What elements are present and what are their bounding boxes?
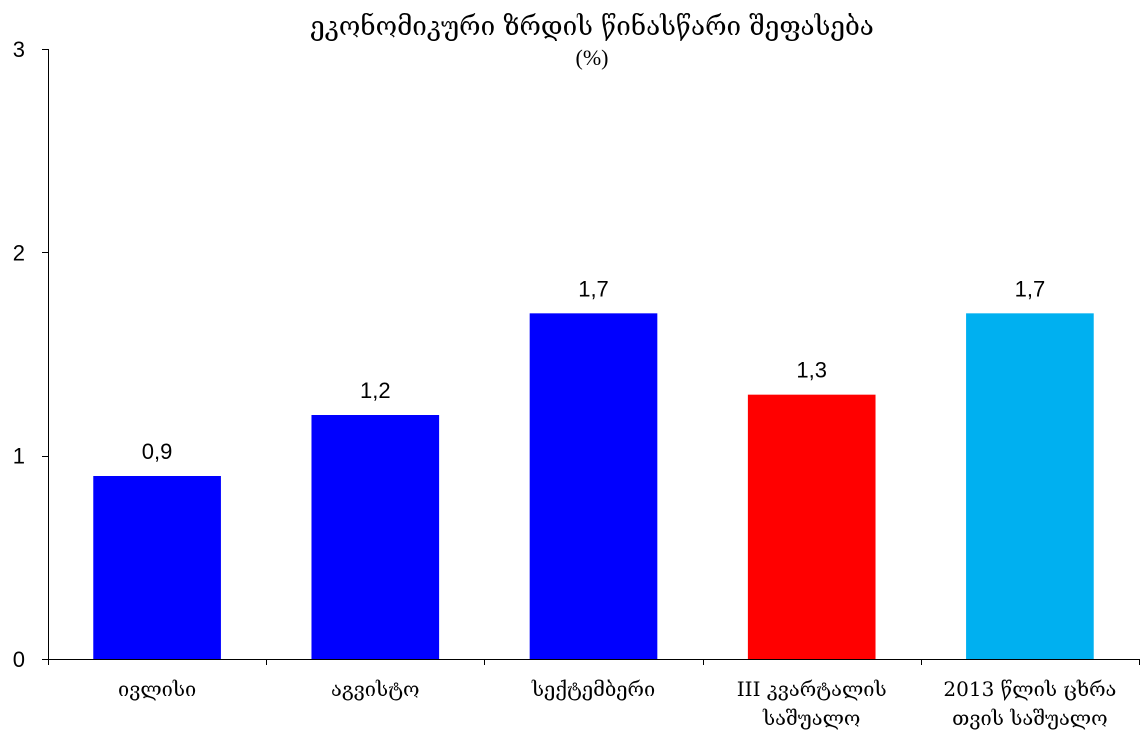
data-label: 1,7 [1015,276,1046,301]
bar [530,313,658,659]
data-label: 1,3 [796,358,827,383]
bar [93,476,221,659]
y-tick-label: 3 [13,37,25,62]
x-category-label: III კვარტალის [737,677,887,701]
data-label: 1,2 [360,378,391,403]
category-labels-group: ივლისი აგვისტო სექტემბერი III კვარტალის საშუ… [118,677,1116,730]
chart-subtitle: (%) [576,45,609,70]
bar [966,313,1094,659]
y-tick-label: 1 [13,444,25,469]
x-category-label: თვის საშუალო [952,706,1107,730]
chart-title: ეკონომიკური ზრდის წინასწარი შეფასება [310,12,874,42]
bar [748,395,876,659]
x-category-label: ივლისი [118,677,196,701]
x-category-label: სექტემბერი [531,677,655,701]
y-tick-label: 0 [13,647,25,672]
y-axis-ticks: 0 1 2 3 [13,37,48,672]
y-tick-label: 2 [13,240,25,265]
bar [311,415,439,659]
x-category-label: აგვისტო [331,677,420,701]
data-label: 1,7 [578,276,609,301]
bars-group [93,313,1093,659]
x-category-label: 2013 წლის ცხრა [943,677,1116,701]
data-label: 0,9 [142,439,173,464]
x-category-label: საშუალო [762,706,860,730]
